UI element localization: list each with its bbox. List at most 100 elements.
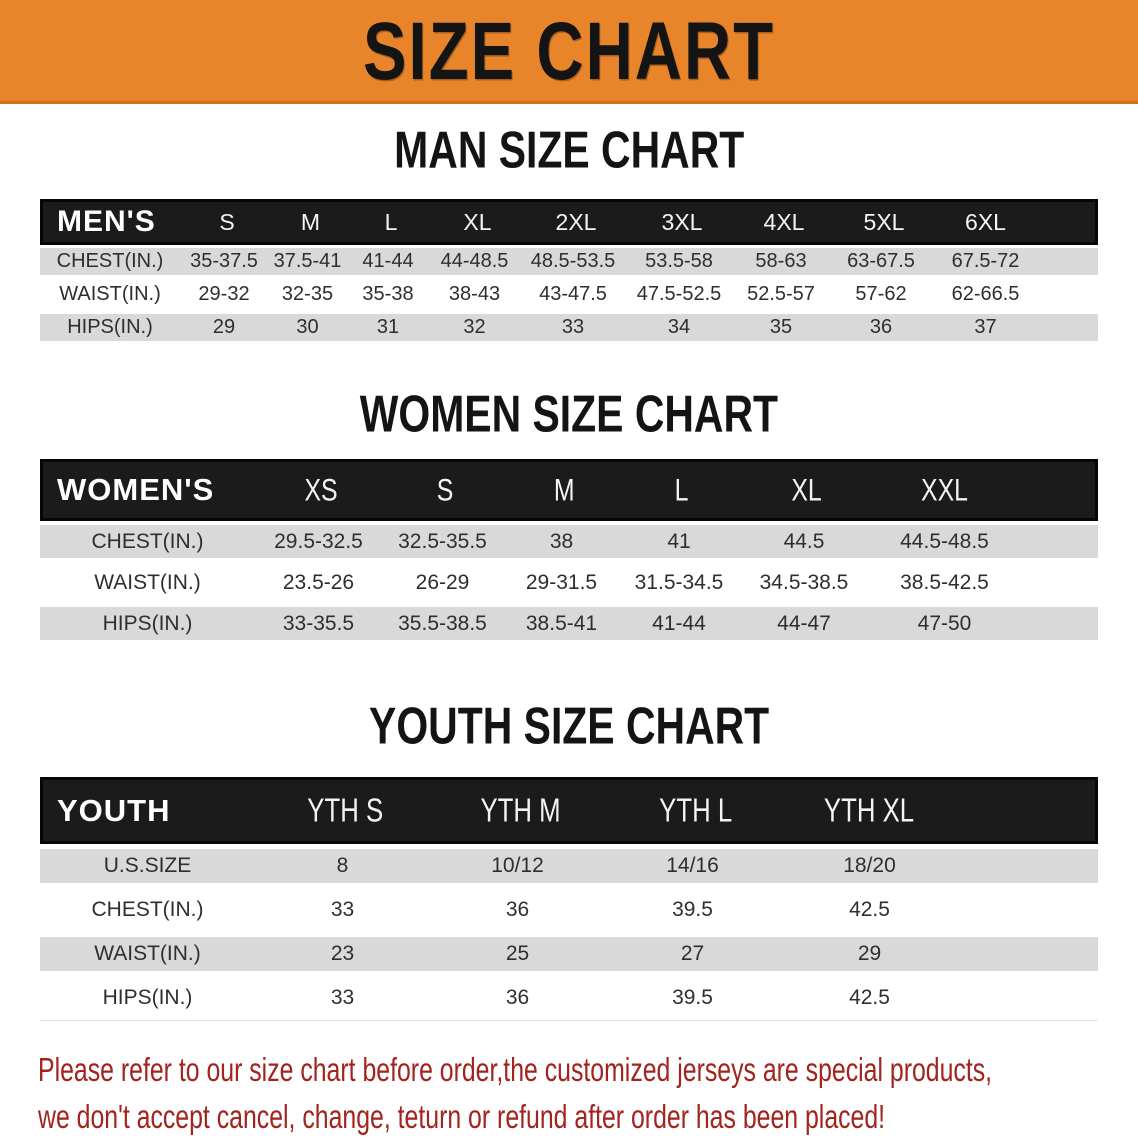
size-header-cell-text: M <box>554 472 575 507</box>
size-chart-banner: SIZE CHART <box>0 0 1138 104</box>
value-cell-text: 48.5-53.5 <box>530 250 616 272</box>
value-cell: 42.5 <box>780 898 959 922</box>
table-header-row: WOMEN'S XS S M L XL XXL <box>40 459 1098 521</box>
size-header-cell: 4XL <box>735 209 833 236</box>
value-cell: 29 <box>780 942 959 966</box>
value-cell-text: 47-50 <box>917 611 972 635</box>
value-cell-text: 39.5 <box>672 898 713 921</box>
value-cell: 35 <box>732 316 830 339</box>
value-cell-text: 18/20 <box>843 854 896 877</box>
size-header-cell: YTH XL <box>783 792 956 829</box>
value-cell: 25 <box>430 942 605 966</box>
row-label-cell-text: HIPS(IN.) <box>67 316 153 338</box>
size-header-cell-text: 4XL <box>763 208 805 235</box>
value-cell: 33-35.5 <box>255 612 382 636</box>
value-cell-text: 44-47 <box>777 611 831 635</box>
value-cell: 36 <box>830 316 932 339</box>
banner-title: SIZE CHART <box>362 4 776 97</box>
table-group-label-text: MEN'S <box>57 205 156 238</box>
size-header-cell: XL <box>741 472 873 507</box>
table-row: WAIST(IN.) 23 25 27 29 <box>40 932 1098 976</box>
value-cell: 38.5-41 <box>503 612 620 636</box>
value-cell: 43-47.5 <box>520 283 626 306</box>
size-header-cell: XS <box>258 472 385 507</box>
value-cell-text: 39.5 <box>672 986 713 1009</box>
value-cell: 38.5-42.5 <box>870 571 1019 595</box>
row-label-cell-text: WAIST(IN.) <box>59 283 161 305</box>
value-cell-text: 53.5-58 <box>645 250 713 272</box>
value-cell: 39.5 <box>605 898 780 922</box>
row-label-cell: HIPS(IN.) <box>40 986 255 1010</box>
size-header-cell-text: L <box>384 208 398 235</box>
value-cell: 30 <box>268 316 347 339</box>
value-cell-text: 38 <box>549 529 574 553</box>
value-cell-text: 32 <box>463 316 486 338</box>
value-cell-text: 67.5-72 <box>951 250 1020 272</box>
table-group-label-text: WOMEN'S <box>57 472 215 507</box>
row-label-cell: WAIST(IN.) <box>40 571 255 595</box>
value-cell-text: 35-37.5 <box>190 250 258 272</box>
table-row: HIPS(IN.) 33-35.5 35.5-38.5 38.5-41 41-44 44-… <box>40 603 1098 644</box>
table-row: U.S.SIZE 8 10/12 14/16 18/20 <box>40 844 1098 888</box>
size-header-cell: L <box>350 209 432 236</box>
size-header-cell: L <box>623 472 741 507</box>
man-size-chart-title: MAN SIZE CHART <box>393 121 745 180</box>
value-cell-text: 38.5-42.5 <box>900 570 989 594</box>
row-label-cell-text: U.S.SIZE <box>103 854 192 877</box>
value-cell-text: 31 <box>376 316 400 338</box>
size-header-cell-text: S <box>437 472 454 507</box>
value-cell: 44-47 <box>738 612 870 636</box>
value-cell: 18/20 <box>780 854 959 878</box>
value-cell: 33 <box>255 898 430 922</box>
value-cell: 29-32 <box>180 283 268 306</box>
value-cell: 44.5-48.5 <box>870 530 1019 554</box>
value-cell-text: 34.5-38.5 <box>759 570 849 594</box>
value-cell: 38 <box>503 530 620 554</box>
value-cell-text: 44.5-48.5 <box>900 529 989 553</box>
table-header-row: YOUTH YTH S YTH M YTH L YTH XL <box>40 777 1098 844</box>
row-label-cell-text: HIPS(IN.) <box>102 611 193 635</box>
value-cell: 31 <box>347 316 429 339</box>
table-row: HIPS(IN.) 33 36 39.5 42.5 <box>40 976 1098 1020</box>
value-cell: 35.5-38.5 <box>382 612 503 636</box>
value-cell: 37.5-41 <box>268 250 347 273</box>
disclaimer-line-2: we don't accept cancel, change, teturn o… <box>38 1098 886 1136</box>
size-header-cell: XL <box>432 209 523 236</box>
value-cell: 33 <box>520 316 626 339</box>
size-header-cell-text: L <box>675 472 689 507</box>
row-label-cell: WAIST(IN.) <box>40 283 180 306</box>
value-cell: 38-43 <box>429 283 520 306</box>
value-cell: 10/12 <box>430 854 605 878</box>
value-cell-text: 37.5-41 <box>273 250 342 272</box>
value-cell: 44.5 <box>738 530 870 554</box>
value-cell-text: 33 <box>561 316 585 338</box>
value-cell: 63-67.5 <box>830 250 932 273</box>
value-cell: 8 <box>255 854 430 878</box>
size-header-cell-text: M <box>300 208 321 235</box>
value-cell-text: 38-43 <box>448 283 501 305</box>
table-header-row: MEN'S S M L XL 2XL 3XL 4XL 5XL 6XL <box>40 199 1098 245</box>
table-row: CHEST(IN.) 33 36 39.5 42.5 <box>40 888 1098 932</box>
value-cell-text: 62-66.5 <box>951 283 1020 305</box>
value-cell-text: 37 <box>974 316 997 338</box>
value-cell: 27 <box>605 942 780 966</box>
value-cell-text: 30 <box>296 316 319 338</box>
value-cell-text: 29 <box>212 316 236 338</box>
value-cell-text: 8 <box>336 854 349 877</box>
value-cell-text: 58-63 <box>755 250 807 272</box>
table-row: WAIST(IN.) 29-32 32-35 35-38 38-43 43-47.5 47.… <box>40 278 1098 311</box>
table-group-label: WOMEN'S <box>43 472 258 508</box>
size-header-cell-text: 3XL <box>661 208 703 235</box>
value-cell-text: 33 <box>330 898 355 921</box>
value-cell-text: 47.5-52.5 <box>636 283 722 305</box>
value-cell: 37 <box>932 316 1039 339</box>
order-disclaimer-note: Please refer to our size chart before or… <box>38 1047 1100 1141</box>
size-header-cell: YTH L <box>608 792 783 829</box>
size-header-cell: M <box>271 209 350 236</box>
value-cell-text: 25 <box>505 942 530 965</box>
value-cell: 26-29 <box>382 571 503 595</box>
row-label-cell: CHEST(IN.) <box>40 898 255 922</box>
size-header-cell-text: XS <box>304 472 339 507</box>
value-cell: 32 <box>429 316 520 339</box>
value-cell-text: 41 <box>667 529 691 553</box>
